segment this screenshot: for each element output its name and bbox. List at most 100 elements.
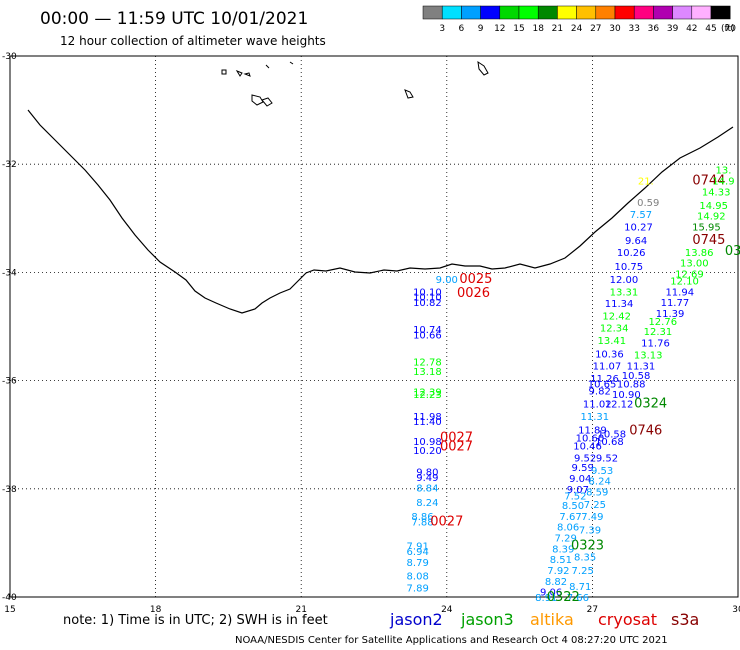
wave-height-label: 7.25 [572, 566, 594, 577]
colorbar-label: 42 [686, 24, 697, 34]
wave-height-label: 7.88 [411, 517, 433, 528]
wave-height-label: 13.00 [680, 259, 709, 270]
wave-height-label: 8.91 [535, 593, 557, 604]
pass-time-label: 0027 [440, 440, 473, 455]
y-tick-label: -38 [2, 485, 17, 495]
coastline-path [27, 109, 734, 314]
wave-height-label: 12.39 [413, 387, 442, 398]
wave-height-label: 11.39 [656, 309, 685, 320]
grid [10, 56, 738, 597]
axes: 15 18 21 24 27 30 -30 -32 -34 -36 -38 -40 [2, 52, 740, 615]
wave-height-label: 6.94 [407, 547, 429, 558]
colorbar-label: 45 [705, 24, 716, 34]
wave-height-label: 11.40 [413, 417, 442, 428]
wave-height-label: 10.27 [624, 222, 653, 233]
satellite-name: cryosat [598, 610, 657, 629]
colorbar-swatch [672, 5, 693, 20]
wave-height-label: 11.34 [605, 299, 634, 310]
footer-credit: NOAA/NESDIS Center for Satellite Applica… [235, 635, 668, 646]
colorbar-label: 18 [532, 24, 544, 34]
colorbar-label: 39 [667, 24, 679, 34]
wave-height-label: 12.76 [648, 317, 677, 328]
y-tick-label: -34 [2, 268, 17, 278]
satellite-name: jason2 [389, 610, 443, 629]
wave-height-label: 7.67 [559, 512, 581, 523]
wave-height-label: 12.34 [600, 324, 629, 335]
colorbar-label: 36 [648, 24, 660, 34]
colorbar-label: 6 [459, 24, 465, 34]
wave-height-label: 13.41 [597, 336, 626, 347]
chart-title: 00:00 — 11:59 UTC 10/01/2021 [40, 9, 308, 29]
colorbar-label: 15 [513, 24, 524, 34]
wave-height-label: 10.58 [597, 430, 626, 441]
wave-height-label: 10.58 [622, 371, 651, 382]
colorbar-swatch [537, 5, 558, 20]
wave-height-label: 10.74 [413, 325, 442, 336]
wave-height-label: 9.04 [569, 474, 591, 485]
wave-height-label: 11.98 [413, 412, 442, 423]
wave-height-label: 11.31 [627, 361, 656, 372]
pass-time-label: 0323 [571, 539, 604, 554]
colorbar-swatch [480, 5, 501, 20]
colorbar-swatch [557, 5, 577, 20]
wave-height-label: 14.9 [712, 176, 734, 187]
colorbar-label: 30 [609, 24, 621, 34]
wave-height-label: 9.49 [416, 473, 438, 484]
colorbar-swatch [441, 5, 462, 20]
wave-height-label: 10.10 [413, 287, 442, 298]
satellite-name: altika [530, 610, 574, 629]
pass-time-label: 0746 [629, 423, 662, 438]
colorbar-swatch [576, 5, 597, 20]
island-1 [221, 69, 227, 75]
pass-time-label: 0025 [459, 272, 492, 287]
pass-time-label: 0745 [692, 233, 725, 248]
wave-height-label: 9.53 [591, 466, 613, 477]
wave-height-label: 11.76 [641, 339, 670, 350]
pass-time-label: 0324 [634, 396, 667, 411]
wave-height-label: 11.94 [665, 287, 694, 298]
colorbar-swatch [518, 5, 539, 20]
wave-height-label: 9.64 [625, 236, 647, 247]
pass-time-label: 0744 [692, 173, 725, 188]
y-tick-label: -40 [2, 593, 17, 603]
wave-height-label: 12.31 [644, 327, 673, 338]
wave-height-label: 11.89 [578, 425, 607, 436]
wave-height-label: 7.25 [584, 500, 606, 511]
colorbar-swatch [614, 5, 635, 20]
wave-height-label: 10.60 [576, 433, 605, 444]
wave-height-label: 10.26 [617, 248, 646, 259]
wave-height-label: 8.35 [574, 552, 596, 563]
colorbar-label: 33 [628, 24, 639, 34]
wave-height-label: 21. [638, 176, 654, 187]
wave-height-label: 13.86 [685, 248, 714, 259]
pass-time-label: 0026 [457, 286, 490, 301]
wave-height-label: 9.52 [596, 453, 618, 464]
wave-height-label: 12.69 [675, 269, 704, 280]
wave-height-label: 11.02 [583, 399, 612, 410]
y-tick-label: -30 [2, 52, 17, 62]
wave-height-label: 10.68 [595, 437, 624, 448]
chart-subtitle: 12 hour collection of altimeter wave hei… [60, 34, 326, 48]
island-4 [265, 61, 294, 69]
coastline [27, 60, 734, 314]
wave-height-label: 10.65 [588, 379, 617, 390]
wave-height-label: 8.50 [562, 501, 584, 512]
wave-height-label: 7.29 [555, 533, 577, 544]
colorbar-swatch [595, 5, 616, 20]
colorbar-label: 70 [724, 24, 736, 34]
wave-height-label: 8.39 [552, 544, 574, 555]
wave-height-label: 11.77 [661, 298, 690, 309]
island-5 [404, 89, 414, 99]
x-tick-label: 21 [295, 605, 306, 615]
x-tick-label: 24 [441, 605, 453, 615]
wave-height-label: 13.13 [634, 351, 663, 362]
wave-height-label: 8.82 [545, 577, 567, 588]
colorbar-label: 12 [494, 24, 505, 34]
colorbar-label: 9 [478, 24, 484, 34]
wave-height-label: 8.59 [586, 488, 608, 499]
satellite-name: s3a [671, 610, 699, 629]
plot-frame [9, 55, 739, 598]
pass-time-label: 0322 [547, 590, 580, 605]
colorbar-label: 24 [571, 24, 583, 34]
